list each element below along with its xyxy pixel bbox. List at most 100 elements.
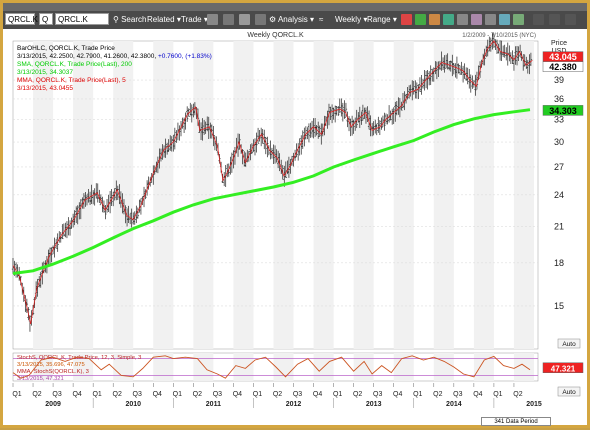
chevron-down-icon: ▾ [309,15,314,24]
weekly-label: Weekly [335,15,362,24]
y-tick-label: 36 [554,94,564,104]
draw-icon[interactable] [401,14,412,25]
range-menu[interactable]: Range ▾ [367,14,397,26]
study-icon[interactable] [429,14,440,25]
export-icon[interactable] [513,14,524,25]
quarter-band [153,41,174,349]
related-menu[interactable]: Related ▾ [147,14,181,26]
quarter-band [313,41,334,349]
lock-icon[interactable] [255,14,266,25]
auto-button [557,338,581,349]
x-year-label: 2009 [45,401,61,408]
quarter-band [233,353,254,381]
quarter-band [33,353,54,381]
weekly-menu[interactable]: Weekly ▾ [335,14,367,26]
q-box[interactable]: Q [39,13,53,25]
quarter-band [393,353,414,381]
x-year-label: 2013 [366,401,382,408]
legend-entry: 3/13/2015, 43.0455 [17,85,73,92]
y-tick-label: 30 [554,137,564,147]
x-quarter-label: Q2 [513,391,522,398]
quarter-band [113,353,134,381]
refresh-icon[interactable] [565,14,576,25]
indicator-icon[interactable] [415,14,426,25]
y-tick-label: 27 [554,162,564,172]
quarter-band [153,353,174,381]
y-tick-label: 39 [554,75,564,85]
settings-icon[interactable] [549,14,560,25]
x-quarter-label: Q1 [333,391,342,398]
stoch-tag-label: 47.321 [551,364,576,373]
menu-icon[interactable] [533,14,544,25]
legend-entry: 3/13/2015, 34.3037 [17,69,73,76]
x-quarter-label: Q4 [233,391,242,398]
folder-icon[interactable] [239,14,250,25]
quarter-band [273,41,294,349]
price-tag-label: 42.380 [549,62,577,72]
x-quarter-label: Q1 [92,391,101,398]
y-tick-label: 33 [554,115,564,125]
title-bar [3,3,587,11]
x-year-label: 2012 [286,401,302,408]
stoch-tag [542,362,584,374]
copy-icon[interactable] [223,14,234,25]
zoom-icon[interactable] [457,14,468,25]
range-label: Range [367,15,391,24]
x-quarter-label: Q2 [273,391,282,398]
related-label: Related [147,15,175,24]
analysis-label: Analysis [277,15,308,24]
data-period-label: 341 Data Period [481,417,551,426]
x-quarter-label: Q1 [413,391,422,398]
chevron-down-icon: ▾ [392,15,397,24]
price-tag-label: 34.303 [549,106,577,116]
symbol-input[interactable]: QRCL.K [55,13,109,25]
x-quarter-label: Q3 [373,391,382,398]
stoch-legend-entry: 3/13/2015, 35.696, 47.075 [17,362,85,368]
x-quarter-label: Q4 [72,391,81,398]
symbol-box[interactable]: QRCL.K [5,13,38,25]
wave-icon[interactable]: ≈ [319,15,324,24]
x-quarter-label: Q1 [173,391,182,398]
price-tag [542,105,584,116]
compare-icon[interactable] [443,14,454,25]
quarter-band [473,353,494,381]
x-quarter-label: Q1 [253,391,262,398]
x-quarter-label: Q4 [473,391,482,398]
x-quarter-label: Q4 [153,391,162,398]
quarter-band [113,41,134,349]
chevron-down-icon: ▾ [363,15,368,24]
x-quarter-label: Q1 [493,391,502,398]
x-quarter-label: Q1 [12,391,21,398]
legend-entry: MMA, QORCL.K, Trade Price(Last), 5 [17,77,126,84]
grid-icon[interactable] [207,14,218,25]
style-icon[interactable] [471,14,482,25]
x-year-label: 2014 [446,401,462,408]
stoch-line [12,355,531,379]
print-icon[interactable] [485,14,496,25]
stoch-legend-entry: StochS, QORCL.K, Trade Price, 12, 3, Sim… [17,355,141,361]
y-tick-label: 21 [554,221,564,231]
legend-change: +0.7600, (+1.83%) [156,53,212,60]
auto-button [557,386,581,397]
x-quarter-label: Q2 [433,391,442,398]
quarter-band [73,41,94,349]
chevron-down-icon: ▾ [203,15,208,24]
x-quarter-label: Q3 [213,391,222,398]
quarter-band [433,353,454,381]
sma-line [12,108,531,275]
quarter-band [353,353,374,381]
trade-menu[interactable]: Trade ▾ [181,14,208,26]
x-quarter-label: Q4 [313,391,322,398]
price-chart: 151821242730333639PriceUSDWeekly QORCL.K… [11,32,584,408]
save-icon[interactable] [499,14,510,25]
price-tag [542,61,584,72]
search-button[interactable]: ⚲ Search [113,14,146,26]
x-quarter-label: Q3 [52,391,61,398]
auto-button-label: Auto [562,389,576,396]
quarter-band [513,41,534,349]
stoch-legend-entry: MMA, StochS(QORCL.K), 3 [17,369,89,375]
analysis-menu[interactable]: ⚙ Analysis ▾ [269,14,314,26]
quarter-band [193,353,214,381]
trade-label: Trade [181,15,202,24]
